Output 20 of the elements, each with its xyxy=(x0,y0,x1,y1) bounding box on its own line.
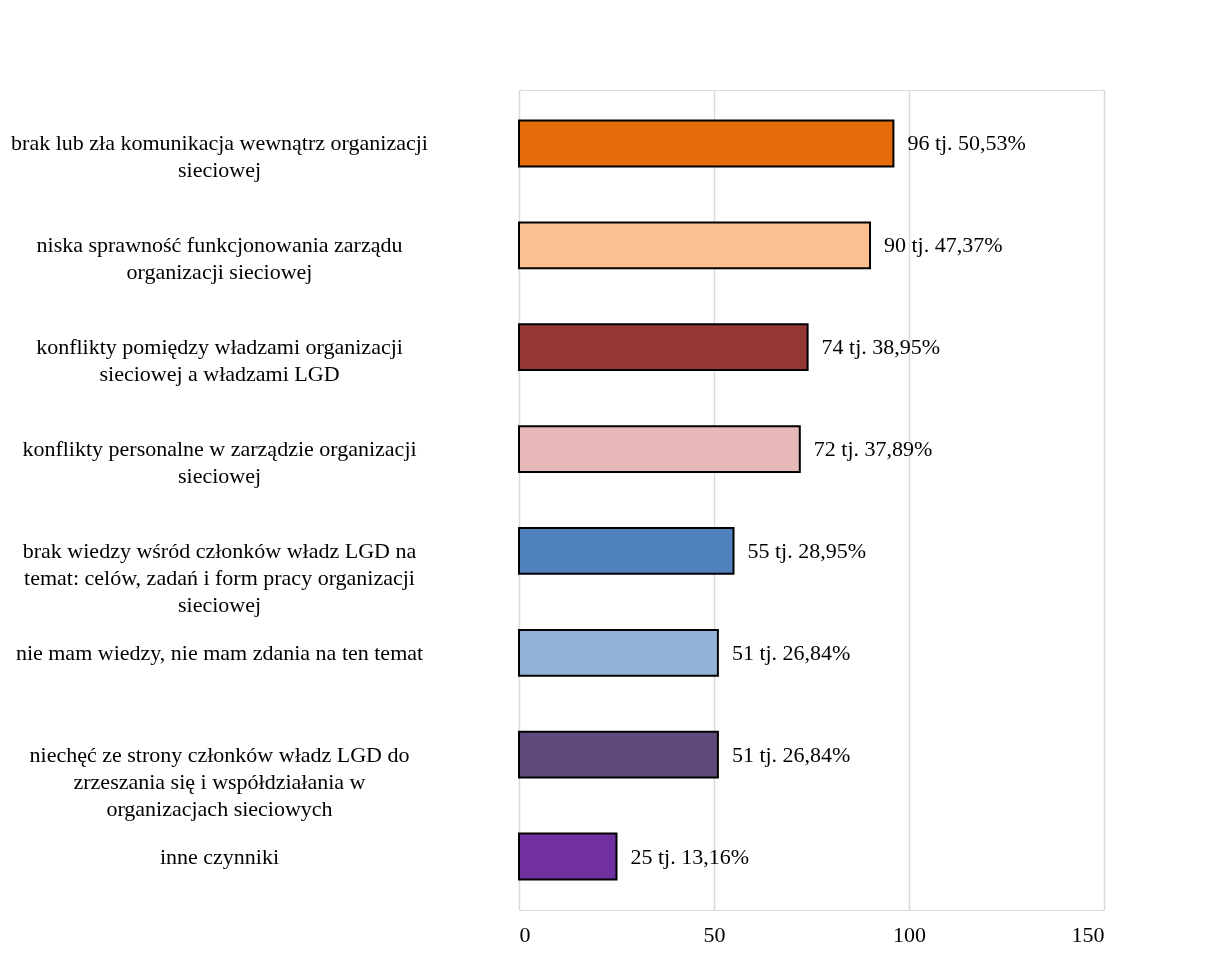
y-tick-label: inne czynniki xyxy=(159,843,280,869)
x-tick-label: 150 xyxy=(1071,921,1105,947)
x-tick-label: 100 xyxy=(893,921,926,947)
y-tick-label: nie mam wiedzy, nie mam zdania na ten temat xyxy=(15,639,424,665)
data-label: 72 tj. 37,89% xyxy=(813,436,933,462)
y-tick-label: brak lub zła komunikacja wewnątrz organizacji sieciowej xyxy=(11,130,428,183)
data-label: 74 tj. 38,95% xyxy=(821,334,941,360)
y-tick-label: konflikty pomiędzy władzami organizacji sieciowej a władzami LGD xyxy=(36,334,403,387)
data-label: 25 tj. 13,16% xyxy=(630,843,750,869)
x-tick-label: 0 xyxy=(519,921,531,947)
data-label: 96 tj. 50,53% xyxy=(907,130,1026,156)
y-tick-label: konflikty personalne w zarządzie organizacji sieciowej xyxy=(22,436,417,489)
y-tick-label: niska sprawność funkcjonowania zarządu organizacji sieciowej xyxy=(36,232,403,285)
data-label: 55 tj. 28,95% xyxy=(747,537,867,563)
x-tick-label: 50 xyxy=(703,921,726,947)
data-label: 51 tj. 26,84% xyxy=(731,639,851,665)
y-tick-label: brak wiedzy wśród członków władz LGD na temat: celów, zadań i form pracy organizacji sieciowej xyxy=(22,537,417,617)
data-label: 51 tj. 26,84% xyxy=(731,741,851,767)
data-label: 90 tj. 47,37% xyxy=(884,232,1003,258)
y-tick-label: niechęć ze strony członków władz LGD do zrzeszania się i współdziałania w organizacjach sieciowych xyxy=(29,741,410,821)
